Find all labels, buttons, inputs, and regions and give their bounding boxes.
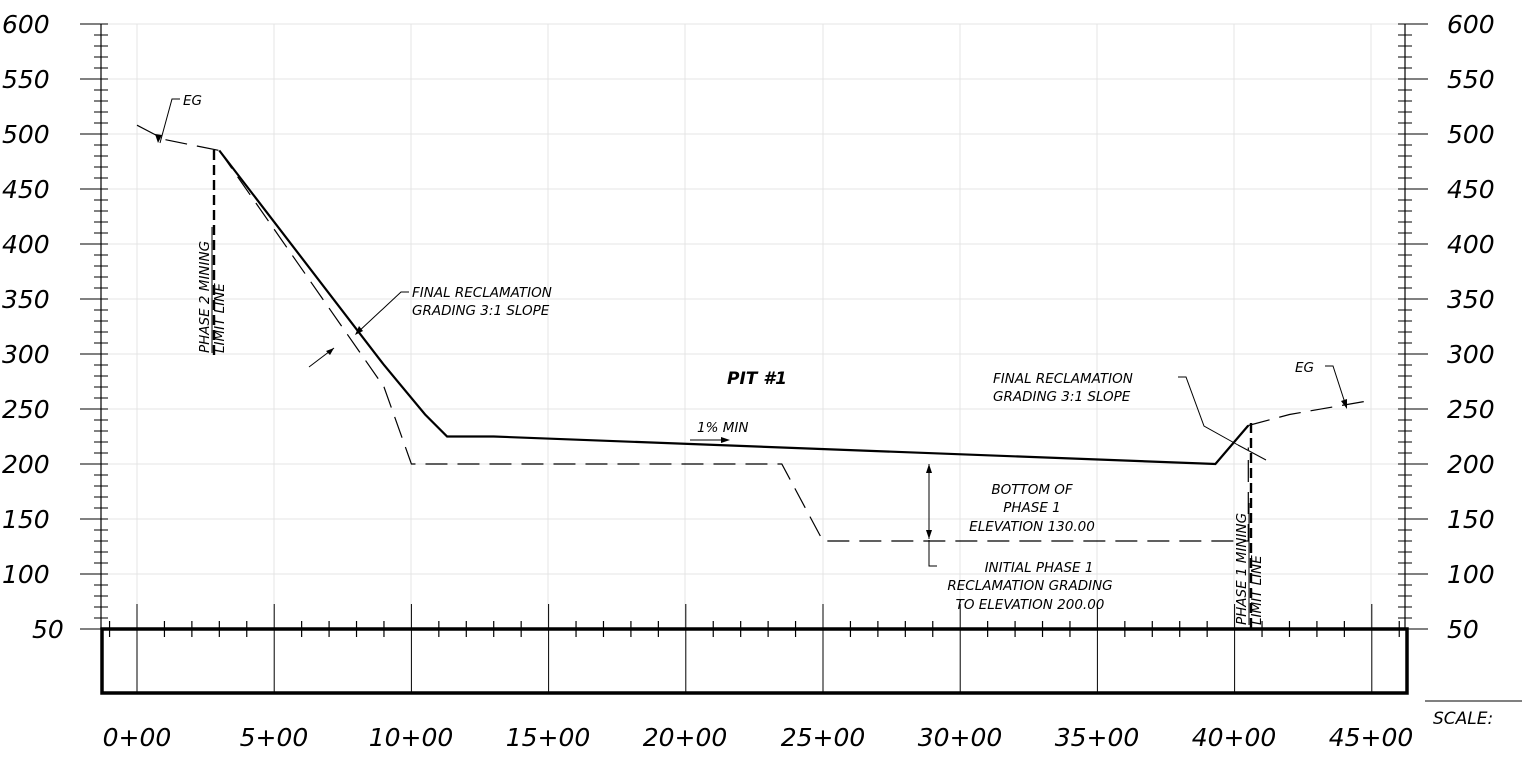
eg-left-leader <box>159 98 180 144</box>
eg-left-arrowhead <box>155 134 162 143</box>
pit-label: PIT #1 <box>727 369 787 389</box>
eg-right-label: EG <box>1295 360 1314 376</box>
elevation-labels-left: 600 550 500 450 400 350 300 250 200 150 … <box>2 10 64 644</box>
initial-label-2: RECLAMATION GRADING <box>947 578 1112 594</box>
elev-label-500-right: 500 <box>1447 120 1495 149</box>
elev-label-550-right: 550 <box>1447 65 1495 94</box>
elev-label-350-right: 350 <box>1447 285 1495 314</box>
phase1-label: PHASE 1 MINING LIMIT LINE <box>1234 513 1265 625</box>
phase2-label: PHASE 2 MINING LIMIT LINE <box>197 241 228 353</box>
elev-label-550: 550 <box>2 65 50 94</box>
elev-label-600-right: 600 <box>1447 10 1495 39</box>
initial-reclamation-line <box>218 150 1249 542</box>
right-elevation-ruler <box>1398 23 1428 630</box>
station-label-0: 0+00 <box>103 723 172 752</box>
elev-label-400: 400 <box>2 230 50 259</box>
eg-right-arrowhead <box>1341 399 1347 409</box>
eg-left-label: EG <box>183 93 202 109</box>
slope-marker-arrowhead <box>326 348 334 355</box>
elevation-labels-right: 600 550 500 450 400 350 300 250 200 150 … <box>1447 10 1495 644</box>
station-ticks <box>108 604 1400 693</box>
bottom-label-2: PHASE 1 <box>1003 500 1061 516</box>
final-left-label-1: FINAL RECLAMATION <box>412 285 552 301</box>
final-right-leader <box>1178 376 1239 446</box>
station-labels: 0+00 5+00 10+00 15+00 20+00 25+00 30+00 … <box>103 723 1414 752</box>
phase1-label-line2: LIMIT LINE <box>1249 555 1265 625</box>
station-band <box>100 604 1409 695</box>
elev-label-300: 300 <box>2 340 50 369</box>
final-left-leader <box>356 291 409 334</box>
final-right-label-1: FINAL RECLAMATION <box>993 371 1133 387</box>
elev-label-100-right: 100 <box>1447 560 1495 589</box>
station-label-15: 15+00 <box>506 723 591 752</box>
left-elevation-ruler <box>80 23 108 630</box>
initial-leader <box>928 540 937 567</box>
station-label-35: 35+00 <box>1055 723 1140 752</box>
station-label-10: 10+00 <box>369 723 454 752</box>
elev-label-150-right: 150 <box>1447 505 1495 534</box>
elev-label-100: 100 <box>2 560 50 589</box>
phase2-label-line1: PHASE 2 MINING <box>197 241 213 353</box>
grid-lines <box>101 23 1405 629</box>
existing-ground-left-line <box>136 124 220 152</box>
elev-label-600: 600 <box>2 10 50 39</box>
scale-label: SCALE: <box>1433 709 1493 729</box>
min-slope-arrowhead <box>721 437 730 443</box>
eg-right-leader <box>1325 365 1347 407</box>
min-slope-label: 1% MIN <box>697 420 748 436</box>
final-reclamation-line <box>218 149 1250 466</box>
elev-label-450-right: 450 <box>1447 175 1495 204</box>
initial-label-1: INITIAL PHASE 1 <box>985 560 1094 576</box>
bottom-label-3: ELEVATION 130.00 <box>969 519 1095 535</box>
depth-arrow-bottom <box>926 530 932 539</box>
phase1-label-line1: PHASE 1 MINING <box>1234 513 1250 625</box>
station-label-40: 40+00 <box>1192 723 1277 752</box>
station-label-25: 25+00 <box>781 723 866 752</box>
final-left-arrowhead <box>355 326 363 335</box>
elev-label-200-right: 200 <box>1447 450 1495 479</box>
elev-label-500: 500 <box>2 120 50 149</box>
elev-label-250-right: 250 <box>1447 395 1495 424</box>
station-label-45: 45+00 <box>1329 723 1414 752</box>
elev-label-400-right: 400 <box>1447 230 1495 259</box>
elev-label-150: 150 <box>2 505 50 534</box>
initial-label-3: TO ELEVATION 200.00 <box>956 597 1105 613</box>
phase2-label-line2: LIMIT LINE <box>212 283 228 353</box>
elev-label-50: 50 <box>32 615 64 644</box>
bottom-label-1: BOTTOM OF <box>991 482 1073 498</box>
final-left-label-2: GRADING 3:1 SLOPE <box>412 303 550 319</box>
station-label-5: 5+00 <box>240 723 309 752</box>
slope-marker-right <box>1237 444 1267 461</box>
elev-label-50-right: 50 <box>1447 615 1479 644</box>
elev-label-300-right: 300 <box>1447 340 1495 369</box>
station-label-30: 30+00 <box>918 723 1003 752</box>
existing-ground-right-line <box>1248 399 1372 427</box>
depth-arrow-top <box>926 464 932 473</box>
elev-label-250: 250 <box>2 395 50 424</box>
elev-label-450: 450 <box>2 175 50 204</box>
elev-label-200: 200 <box>2 450 50 479</box>
station-label-20: 20+00 <box>643 723 728 752</box>
final-right-label-2: GRADING 3:1 SLOPE <box>993 389 1131 405</box>
elev-label-350: 350 <box>2 285 50 314</box>
